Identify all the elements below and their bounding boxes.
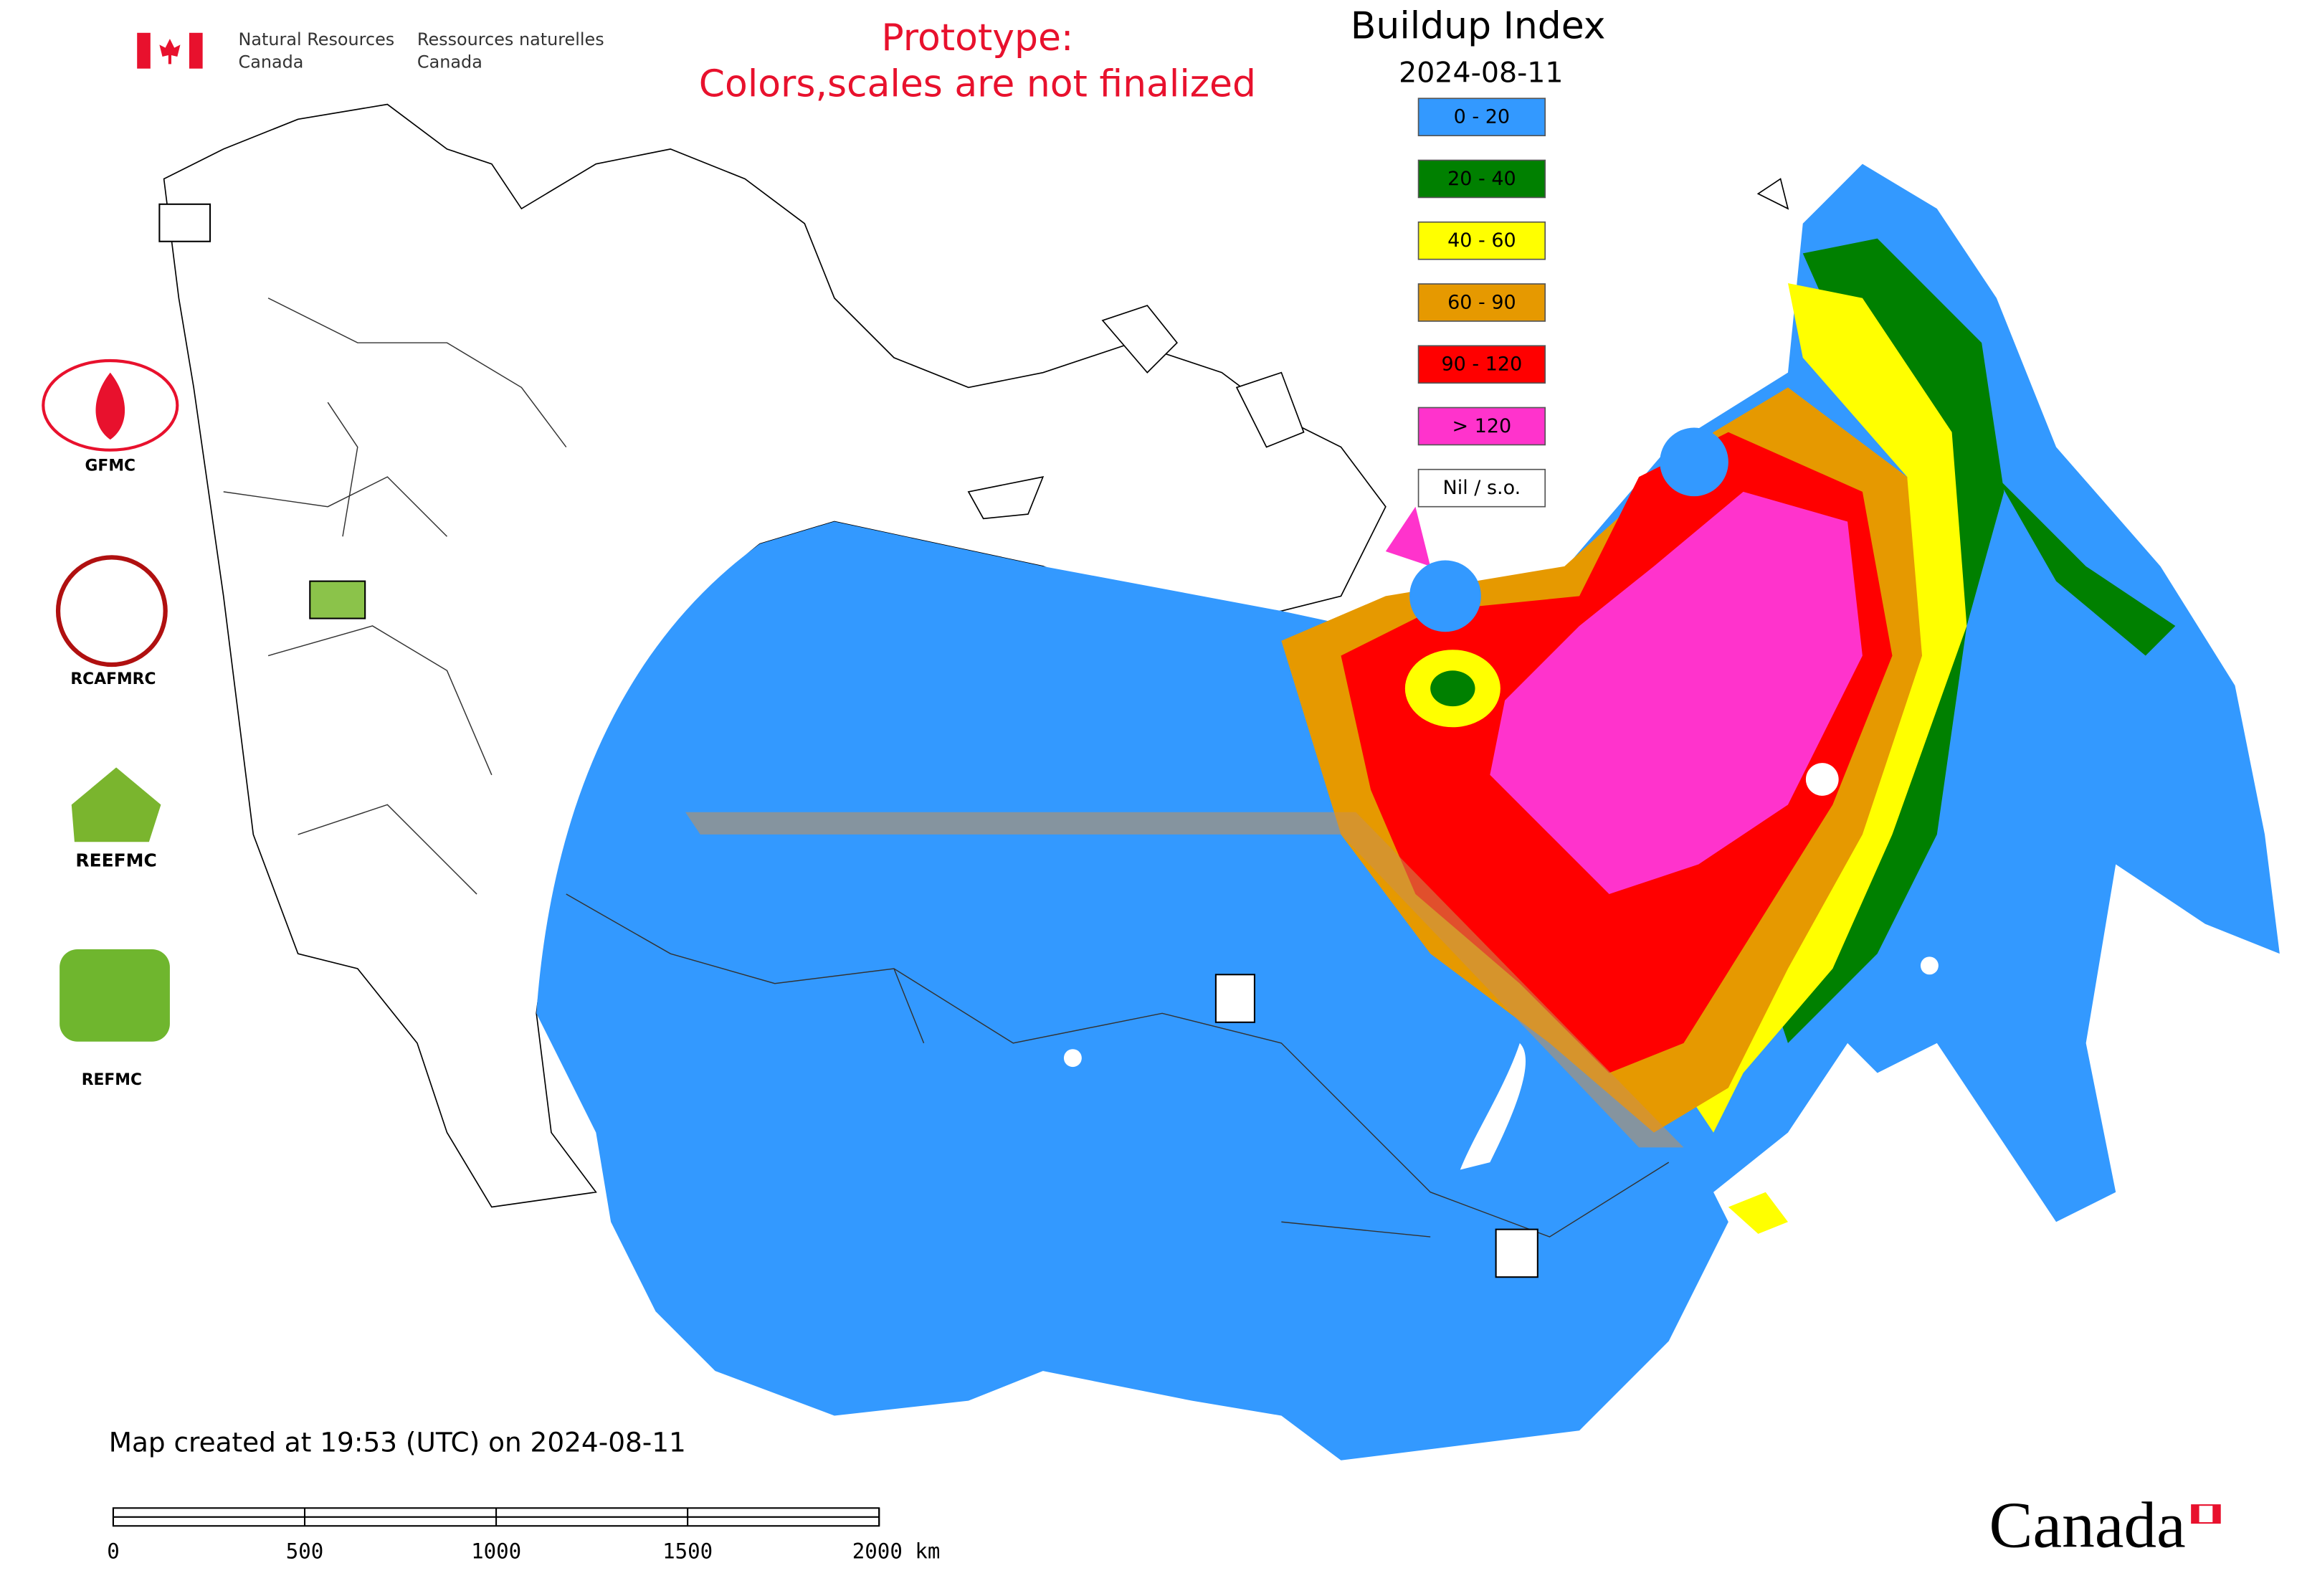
department-en: Canada (239, 52, 304, 72)
legend-label: > 120 (1452, 415, 1512, 437)
region (1409, 560, 1481, 632)
logo-gfmc (95, 372, 125, 440)
logo-reefmc (71, 767, 161, 842)
wordmark-flag (2192, 1505, 2199, 1524)
map-date: 2024-08-11 (1399, 56, 1563, 89)
notice: Prototype: (881, 16, 1073, 60)
lake (1460, 1042, 1526, 1170)
scale-bar: 0 500 1000 1500 2000 km (107, 1507, 941, 1564)
legend-swatch (1417, 468, 1546, 508)
department-en: Natural Resources (239, 29, 395, 49)
notice: Colors,scales are not finalized (699, 63, 1256, 106)
flag-bar (189, 32, 203, 69)
maple-leaf (159, 39, 181, 65)
scale-label: 1500 (662, 1539, 713, 1564)
partner-logos: GFMC RCAFMRC REEFMC REFMC (42, 203, 1538, 1278)
legend: 0 - 20 20 - 40 40 - 60 60 - 90 90 - 120 > 120… (1417, 98, 1546, 508)
legend-label: 40 - 60 (1447, 229, 1516, 252)
index-coverage (536, 163, 2280, 1460)
legend-swatch (1417, 407, 1546, 446)
scale-label: 0 (107, 1539, 120, 1564)
wordmark-flag (2212, 1505, 2220, 1524)
legend-label: Nil / s.o. (1443, 477, 1521, 499)
partner-name: REFMC (82, 1071, 142, 1089)
partner-name: GFMC (85, 457, 136, 475)
legend-label: 90 - 120 (1441, 353, 1522, 376)
flag-bar (137, 32, 151, 69)
borders (566, 893, 1670, 1238)
islands (967, 178, 1789, 520)
region (1430, 670, 1475, 707)
legend-swatch (1417, 221, 1546, 260)
scale-label: 2000 km (852, 1539, 941, 1564)
department-fr: Ressources naturelles (417, 29, 604, 49)
region (1385, 491, 1863, 895)
partner-name: REEFMC (75, 850, 156, 870)
no-data (1805, 763, 1839, 796)
no-data (1920, 956, 1939, 975)
legend-swatch (1417, 283, 1546, 322)
legend-swatch (1417, 159, 1546, 199)
logo-rcafmrc-small (1495, 1228, 1538, 1278)
department-fr: Canada (417, 52, 482, 72)
legend-label: 0 - 20 (1454, 106, 1510, 128)
borders (223, 298, 567, 895)
scale-label: 1000 (471, 1539, 521, 1564)
canada-wordmark: Canada (1989, 1489, 2221, 1562)
legend-label: 60 - 90 (1447, 291, 1516, 313)
no-data (1063, 1049, 1082, 1068)
department-signature: Natural Resources Canada Ressources natu… (137, 29, 604, 72)
logo-reefmc-small (309, 580, 366, 619)
logo-gfmc (42, 358, 179, 452)
logo-refmc-small (1214, 974, 1255, 1023)
creation-note: Map created at 19:53 (UTC) on 2024-08-11 (109, 1426, 686, 1458)
map-title: Buildup Index (1351, 5, 1606, 48)
scale-label: 500 (286, 1539, 324, 1564)
logo-refmc (60, 949, 170, 1042)
legend-label: 20 - 40 (1447, 168, 1516, 190)
wordmark: Canada (1989, 1489, 2186, 1562)
legend-swatch (1417, 345, 1546, 384)
partner-name: RCAFMRC (70, 670, 156, 688)
legend-swatch (1417, 98, 1546, 137)
region (1660, 427, 1728, 497)
logo-gfmc-small (158, 203, 211, 242)
logo-rcafmrc (55, 555, 168, 668)
data-artifact (685, 812, 1684, 1148)
